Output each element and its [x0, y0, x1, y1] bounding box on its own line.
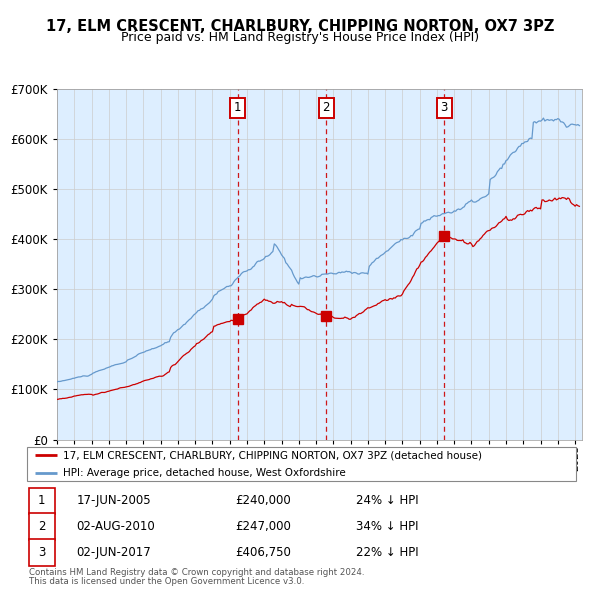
Text: 22% ↓ HPI: 22% ↓ HPI: [356, 546, 419, 559]
FancyBboxPatch shape: [29, 513, 55, 540]
Text: £406,750: £406,750: [236, 546, 292, 559]
Text: £240,000: £240,000: [236, 494, 292, 507]
Text: 17, ELM CRESCENT, CHARLBURY, CHIPPING NORTON, OX7 3PZ (detached house): 17, ELM CRESCENT, CHARLBURY, CHIPPING NO…: [62, 450, 482, 460]
Text: 17-JUN-2005: 17-JUN-2005: [76, 494, 151, 507]
Text: 3: 3: [440, 101, 448, 114]
Text: £247,000: £247,000: [236, 520, 292, 533]
Text: HPI: Average price, detached house, West Oxfordshire: HPI: Average price, detached house, West…: [62, 468, 346, 478]
Text: 34% ↓ HPI: 34% ↓ HPI: [356, 520, 419, 533]
Text: 1: 1: [234, 101, 241, 114]
Text: Price paid vs. HM Land Registry's House Price Index (HPI): Price paid vs. HM Land Registry's House …: [121, 31, 479, 44]
Text: 02-JUN-2017: 02-JUN-2017: [76, 546, 151, 559]
Text: 17, ELM CRESCENT, CHARLBURY, CHIPPING NORTON, OX7 3PZ: 17, ELM CRESCENT, CHARLBURY, CHIPPING NO…: [46, 19, 554, 34]
Text: 2: 2: [322, 101, 330, 114]
Text: Contains HM Land Registry data © Crown copyright and database right 2024.: Contains HM Land Registry data © Crown c…: [29, 568, 364, 576]
Text: 24% ↓ HPI: 24% ↓ HPI: [356, 494, 419, 507]
FancyBboxPatch shape: [29, 488, 55, 514]
Text: 1: 1: [38, 494, 46, 507]
FancyBboxPatch shape: [29, 539, 55, 565]
Text: 02-AUG-2010: 02-AUG-2010: [76, 520, 155, 533]
Text: 2: 2: [38, 520, 46, 533]
Text: This data is licensed under the Open Government Licence v3.0.: This data is licensed under the Open Gov…: [29, 577, 304, 586]
Text: 3: 3: [38, 546, 46, 559]
